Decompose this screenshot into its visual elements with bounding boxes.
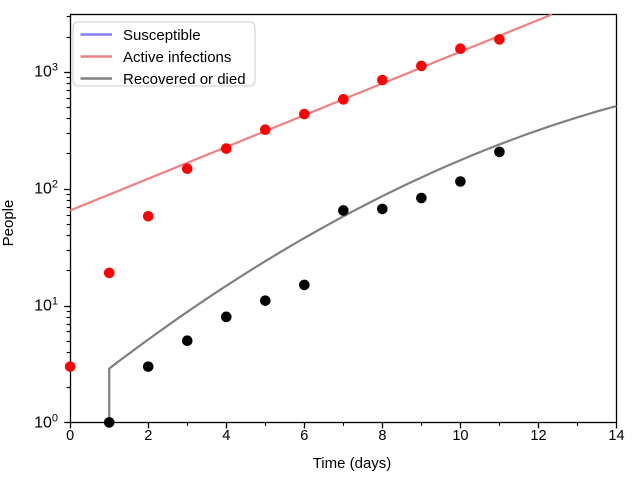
svg-text:10: 10: [452, 428, 468, 444]
svg-text:14: 14: [608, 428, 624, 444]
svg-text:Active infections: Active infections: [123, 49, 231, 66]
svg-text:4: 4: [222, 428, 230, 444]
svg-text:103: 103: [34, 62, 58, 81]
svg-text:People: People: [0, 200, 17, 247]
svg-text:102: 102: [34, 179, 58, 198]
svg-text:2: 2: [144, 428, 152, 444]
svg-text:101: 101: [34, 295, 58, 314]
svg-text:Time (days): Time (days): [313, 455, 392, 472]
svg-text:0: 0: [66, 428, 74, 444]
svg-text:8: 8: [378, 428, 386, 444]
svg-text:100: 100: [34, 412, 58, 431]
svg-text:6: 6: [300, 428, 308, 444]
svg-text:Recovered or died: Recovered or died: [123, 71, 246, 88]
svg-text:Susceptible: Susceptible: [123, 27, 201, 44]
svg-text:12: 12: [530, 428, 546, 444]
